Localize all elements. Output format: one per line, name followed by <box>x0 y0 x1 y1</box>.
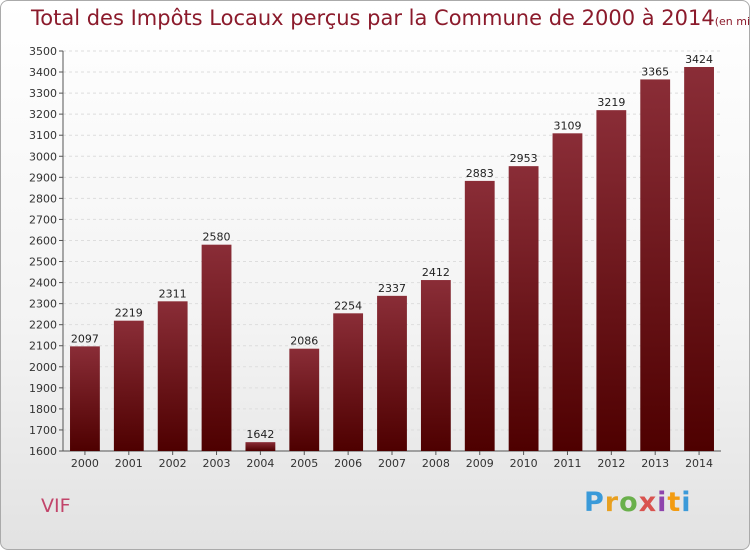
data-label-2002: 2311 <box>159 287 187 300</box>
x-tick-label: 2008 <box>422 457 450 470</box>
x-tick-label: 2006 <box>334 457 362 470</box>
bar-2011 <box>552 133 583 451</box>
y-tick-label: 2600 <box>29 234 57 247</box>
data-label-2009: 2883 <box>466 167 494 180</box>
y-tick-label: 2400 <box>29 277 57 290</box>
x-tick-label: 2001 <box>115 457 143 470</box>
x-tick-label: 2004 <box>246 457 274 470</box>
data-label-2011: 3109 <box>553 119 581 132</box>
x-tick-label: 2002 <box>159 457 187 470</box>
bars <box>70 67 714 452</box>
y-tick-label: 3000 <box>29 150 57 163</box>
y-tick-label: 1600 <box>29 445 57 458</box>
data-label-2000: 2097 <box>71 332 99 345</box>
data-label-2005: 2086 <box>290 335 318 348</box>
title-main: Total des Impôts Locaux perçus par la Co… <box>31 6 715 30</box>
bar-2009 <box>464 180 495 452</box>
x-tick-label: 2000 <box>71 457 99 470</box>
data-label-2008: 2412 <box>422 266 450 279</box>
bar-2012 <box>596 110 627 451</box>
x-tick-label: 2013 <box>641 457 669 470</box>
data-label-2013: 3365 <box>641 65 669 78</box>
x-tick-label: 2009 <box>466 457 494 470</box>
commune-name: VIF <box>41 495 71 517</box>
bar-2002 <box>157 301 188 451</box>
data-label-2006: 2254 <box>334 299 362 312</box>
y-tick-label: 2700 <box>29 213 57 226</box>
data-label-2014: 3424 <box>685 53 713 66</box>
data-label-2003: 2580 <box>203 231 231 244</box>
data-label-2001: 2219 <box>115 307 143 320</box>
y-tick-label: 3300 <box>29 87 57 100</box>
bar-2003 <box>201 244 232 451</box>
x-tick-label: 2012 <box>597 457 625 470</box>
bar-2001 <box>113 320 144 451</box>
y-tick-label: 2300 <box>29 298 57 311</box>
y-tick-label: 1700 <box>29 424 57 437</box>
data-label-2010: 2953 <box>510 152 538 165</box>
x-tick-label: 2011 <box>553 457 581 470</box>
y-tick-label: 3500 <box>29 45 57 58</box>
data-labels: 2097 2219 2311 2580 1642 2086 2254 2337 2412 2883… <box>71 53 713 441</box>
y-tick-label: 3100 <box>29 129 57 142</box>
y-tick-label: 2500 <box>29 256 57 269</box>
y-tick-label: 2000 <box>29 361 57 374</box>
bar-2005 <box>289 348 320 451</box>
y-tick-label: 3200 <box>29 108 57 121</box>
x-tick-label: 2005 <box>290 457 318 470</box>
bar-2006 <box>333 313 364 451</box>
bar-2007 <box>377 295 407 451</box>
data-label-2004: 1642 <box>246 428 274 441</box>
y-tick-label: 3400 <box>29 66 57 79</box>
x-tick-label: 2010 <box>510 457 538 470</box>
y-tick-label: 1800 <box>29 403 57 416</box>
title-unit: (en milliers d'€) <box>714 15 750 28</box>
bar-2000 <box>70 346 100 451</box>
bar-2010 <box>508 166 539 451</box>
y-tick-label: 2200 <box>29 319 57 332</box>
bar-2014 <box>684 67 714 451</box>
y-tick-label: 2900 <box>29 171 57 184</box>
data-label-2007: 2337 <box>378 282 406 295</box>
y-tick-label: 1900 <box>29 382 57 395</box>
y-tick-label: 2800 <box>29 192 57 205</box>
bar-2008 <box>420 280 451 451</box>
x-tick-label: 2007 <box>378 457 406 470</box>
proxiti-logo: Proxiti <box>584 487 692 518</box>
bar-2013 <box>640 79 671 451</box>
y-tick-label: 2100 <box>29 340 57 353</box>
bar-2004 <box>245 442 276 451</box>
data-label-2012: 3219 <box>597 96 625 109</box>
x-tick-label: 2003 <box>203 457 231 470</box>
chart-title: Total des Impôts Locaux perçus par la Co… <box>31 6 750 30</box>
x-tick-label: 2014 <box>685 457 713 470</box>
